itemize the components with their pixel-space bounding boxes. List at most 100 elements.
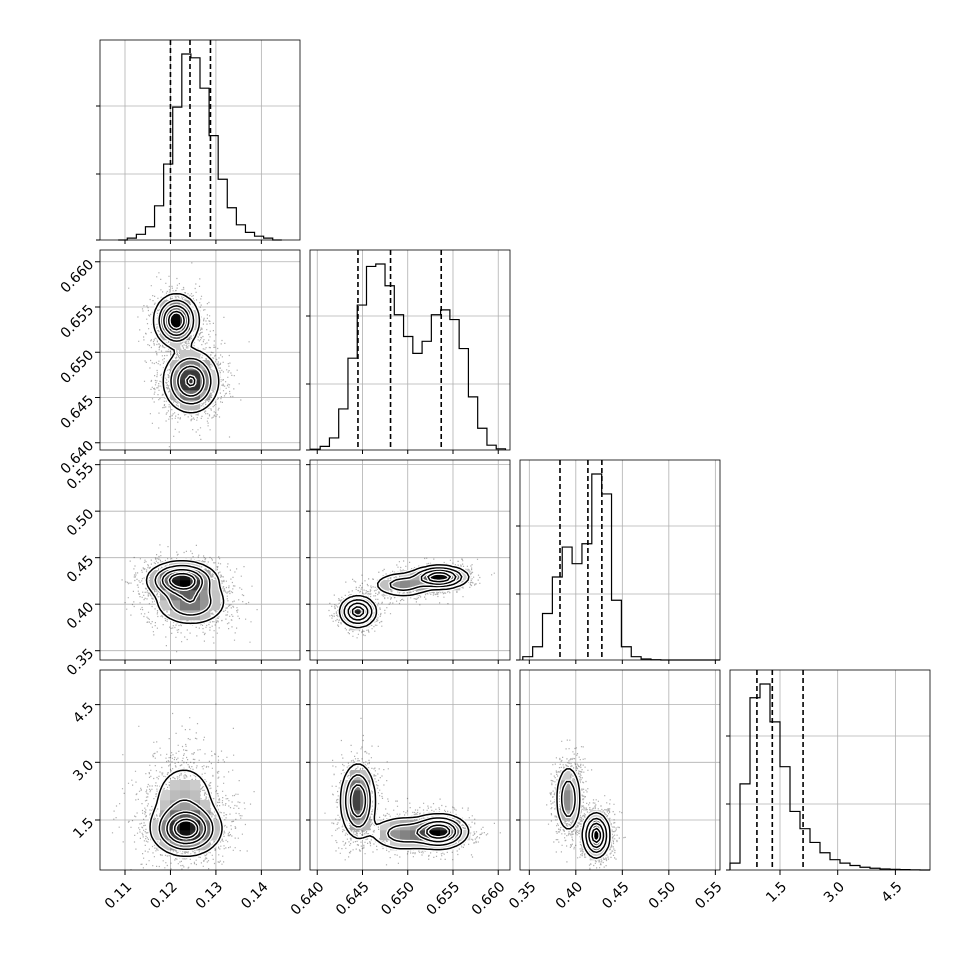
density-cell: [210, 370, 221, 381]
density-cell: [190, 370, 201, 381]
density-cell: [200, 610, 211, 621]
panel-frame: [519, 669, 721, 871]
contour-line: [158, 299, 212, 405]
contour-line: [152, 292, 220, 414]
density-cell: [410, 840, 421, 851]
density-cell: [590, 850, 601, 861]
panel-content: [310, 460, 510, 660]
density-cell: [160, 600, 171, 611]
density-cell: [190, 560, 201, 571]
density-cell: [380, 580, 391, 591]
contour-line: [426, 824, 451, 839]
panel-frame: [99, 459, 301, 661]
density-cell: [570, 810, 581, 821]
histogram-panel-0: [99, 39, 301, 241]
density-cell: [200, 800, 211, 811]
contour-line: [158, 799, 214, 851]
histogram-panel-3: [729, 669, 931, 871]
y-tick-label: 0.35: [64, 646, 97, 679]
contour-line: [556, 768, 611, 859]
density-cell: [190, 780, 201, 791]
histogram-series: [522, 473, 720, 661]
density-cell: [180, 360, 191, 371]
panel-frame: [309, 459, 511, 661]
contour-line: [154, 564, 212, 616]
density-cell: [340, 810, 351, 821]
panel-frame: [99, 249, 301, 451]
density-cell: [190, 360, 201, 371]
density-cell: [410, 580, 421, 591]
density-cell: [180, 800, 191, 811]
y-tick-label: 3.0: [70, 757, 97, 784]
y-tick-label: 0.45: [64, 553, 97, 586]
x-tick-label: 3.0: [821, 879, 848, 906]
x-tick-label: 0.640: [288, 879, 328, 919]
density-cell: [190, 310, 201, 321]
scatter-panel-2-3: [519, 669, 721, 871]
density-cell: [410, 830, 421, 841]
density-cell: [170, 840, 181, 851]
contour-line: [351, 572, 451, 618]
density-cell: [170, 320, 181, 331]
density-cell: [590, 810, 601, 821]
panel-frame: [729, 669, 931, 871]
x-tick-label: 0.14: [238, 879, 271, 912]
density-cell: [360, 780, 371, 791]
x-tick-label: 0.55: [692, 879, 725, 912]
panel-content: [100, 250, 300, 450]
density-cell: [190, 320, 201, 331]
x-tick-label: 0.50: [646, 879, 679, 912]
density-cell: [570, 780, 581, 791]
density-cell: [400, 580, 411, 591]
x-tick-label: 0.13: [193, 879, 226, 912]
panel-frame: [519, 459, 721, 661]
y-tick-label: 0.40: [64, 599, 97, 632]
density-cell: [560, 770, 571, 781]
scatter-panel-0-1: [99, 249, 301, 451]
density-cell: [180, 830, 191, 841]
histogram-series: [729, 683, 930, 871]
density-cell: [360, 770, 371, 781]
scatter-panel-1-3: [309, 669, 511, 871]
density-cell: [180, 820, 191, 831]
density-cell: [350, 620, 361, 631]
panel-content: [100, 460, 300, 660]
panel-frame: [309, 669, 511, 871]
density-cell: [390, 580, 401, 591]
density-cell: [340, 780, 351, 791]
density-cell: [430, 830, 441, 841]
density-cell: [210, 580, 221, 591]
x-tick-label: 1.5: [763, 879, 790, 906]
scatter-panel-1-2: [309, 459, 511, 661]
density-cell: [170, 830, 181, 841]
x-tick-label: 0.45: [599, 879, 632, 912]
density-cell: [200, 600, 211, 611]
density-cell: [400, 830, 411, 841]
y-tick-label: 0.50: [64, 506, 97, 539]
density-cell: [460, 570, 471, 581]
x-tick-label: 0.650: [378, 879, 418, 919]
density-cell: [560, 800, 571, 811]
density-cell: [200, 590, 211, 601]
density-cell: [190, 790, 201, 801]
contour-line: [163, 305, 205, 397]
density-cell: [200, 370, 211, 381]
contour-line: [343, 567, 463, 625]
density-cell: [560, 790, 571, 801]
y-tick-label: 0.660: [58, 257, 98, 297]
panel-frame: [99, 669, 301, 871]
density-cell: [350, 790, 361, 801]
x-tick-label: 0.660: [469, 879, 509, 919]
density-cell: [210, 830, 221, 841]
density-cell: [170, 610, 181, 621]
y-tick-label: 1.5: [70, 815, 97, 842]
contour-line: [173, 818, 199, 839]
panel-content: [310, 670, 510, 870]
density-cell: [210, 380, 221, 391]
x-tick-label: 0.655: [424, 879, 464, 919]
contour-line: [588, 822, 605, 849]
x-tick-label: 0.35: [506, 879, 539, 912]
density-cell: [180, 330, 191, 341]
density-cell: [210, 590, 221, 601]
